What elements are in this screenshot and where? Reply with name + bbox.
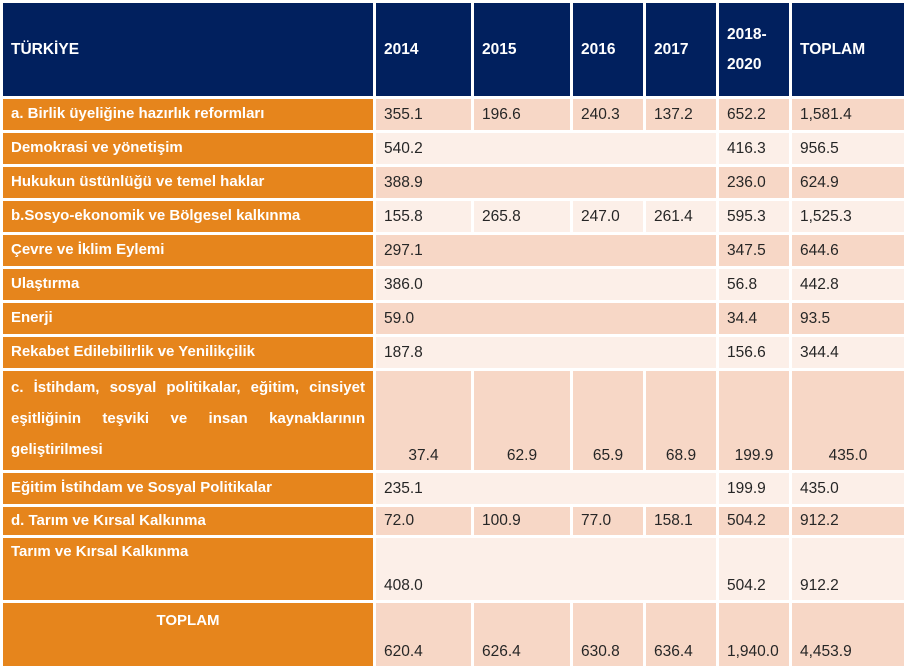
value-cell: 4,453.9 (792, 603, 904, 666)
value-cell: 65.9 (573, 371, 643, 470)
row-label: c. İstihdam, sosyal politikalar, eğitim,… (3, 371, 373, 470)
value-cell: 416.3 (719, 133, 789, 164)
header-cell-title: TÜRKİYE (3, 3, 373, 96)
value-cell: 347.5 (719, 235, 789, 266)
value-cell: 1,525.3 (792, 201, 904, 232)
table-header: TÜRKİYE 2014 2015 2016 2017 2018-2020 TO… (3, 3, 904, 96)
table-row: Eğitim İstihdam ve Sosyal Politikalar 235… (3, 473, 904, 504)
value-cell: 187.8 (376, 337, 716, 368)
value-cell: 261.4 (646, 201, 716, 232)
value-cell: 100.9 (474, 507, 570, 535)
row-label: Eğitim İstihdam ve Sosyal Politikalar (3, 473, 373, 504)
row-label: Hukukun üstünlüğü ve temel haklar (3, 167, 373, 198)
value-cell: 156.6 (719, 337, 789, 368)
header-cell-2017: 2017 (646, 3, 716, 96)
value-cell: 630.8 (573, 603, 643, 666)
header-row: TÜRKİYE 2014 2015 2016 2017 2018-2020 TO… (3, 3, 904, 96)
table-row: Enerji 59.0 34.4 93.5 (3, 303, 904, 334)
value-cell: 408.0 (376, 538, 716, 600)
value-cell: 236.0 (719, 167, 789, 198)
value-cell: 626.4 (474, 603, 570, 666)
value-cell: 442.8 (792, 269, 904, 300)
table-body: a. Birlik üyeliğine hazırlık reformları 3… (3, 99, 904, 666)
row-label: Rekabet Edilebilirlik ve Yenilikçilik (3, 337, 373, 368)
value-cell: 77.0 (573, 507, 643, 535)
row-label: Tarım ve Kırsal Kalkınma (3, 538, 373, 600)
value-cell: 137.2 (646, 99, 716, 130)
value-cell: 199.9 (719, 371, 789, 470)
value-cell: 59.0 (376, 303, 716, 334)
value-cell: 199.9 (719, 473, 789, 504)
value-cell: 636.4 (646, 603, 716, 666)
value-cell: 386.0 (376, 269, 716, 300)
value-cell: 240.3 (573, 99, 643, 130)
header-cell-2018-2020: 2018-2020 (719, 3, 789, 96)
value-cell: 624.9 (792, 167, 904, 198)
value-cell: 595.3 (719, 201, 789, 232)
value-cell: 34.4 (719, 303, 789, 334)
row-label: Demokrasi ve yönetişim (3, 133, 373, 164)
value-cell: 1,581.4 (792, 99, 904, 130)
value-cell: 265.8 (474, 201, 570, 232)
row-label: d. Tarım ve Kırsal Kalkınma (3, 507, 373, 535)
value-cell: 62.9 (474, 371, 570, 470)
header-cell-2014: 2014 (376, 3, 471, 96)
value-cell: 158.1 (646, 507, 716, 535)
value-cell: 652.2 (719, 99, 789, 130)
value-cell: 620.4 (376, 603, 471, 666)
value-cell: 37.4 (376, 371, 471, 470)
value-cell: 388.9 (376, 167, 716, 198)
row-label: Enerji (3, 303, 373, 334)
value-cell: 344.4 (792, 337, 904, 368)
value-cell: 235.1 (376, 473, 716, 504)
value-cell: 435.0 (792, 371, 904, 470)
value-cell: 956.5 (792, 133, 904, 164)
row-label: b.Sosyo-ekonomik ve Bölgesel kalkınma (3, 201, 373, 232)
table-row: Tarım ve Kırsal Kalkınma 408.0 504.2 912.2 (3, 538, 904, 600)
value-cell: 196.6 (474, 99, 570, 130)
row-label: Ulaştırma (3, 269, 373, 300)
value-cell: 1,940.0 (719, 603, 789, 666)
value-cell: 435.0 (792, 473, 904, 504)
value-cell: 72.0 (376, 507, 471, 535)
value-cell: 644.6 (792, 235, 904, 266)
value-cell: 355.1 (376, 99, 471, 130)
table-row: a. Birlik üyeliğine hazırlık reformları 3… (3, 99, 904, 130)
value-cell: 504.2 (719, 507, 789, 535)
table-row: Ulaştırma 386.0 56.8 442.8 (3, 269, 904, 300)
value-cell: 93.5 (792, 303, 904, 334)
table-row: d. Tarım ve Kırsal Kalkınma 72.0 100.9 77.0… (3, 507, 904, 535)
row-label: Çevre ve İklim Eylemi (3, 235, 373, 266)
value-cell: 68.9 (646, 371, 716, 470)
row-label: TOPLAM (3, 603, 373, 666)
table-row: TOPLAM 620.4 626.4 630.8 636.4 1,940.0 4,453.9 (3, 603, 904, 666)
value-cell: 912.2 (792, 507, 904, 535)
value-cell: 540.2 (376, 133, 716, 164)
row-label: a. Birlik üyeliğine hazırlık reformları (3, 99, 373, 130)
value-cell: 247.0 (573, 201, 643, 232)
header-cell-toplam: TOPLAM (792, 3, 904, 96)
table-row: Çevre ve İklim Eylemi 297.1 347.5 644.6 (3, 235, 904, 266)
table-row: Hukukun üstünlüğü ve temel haklar 388.9 23… (3, 167, 904, 198)
header-cell-2015: 2015 (474, 3, 570, 96)
table-row: c. İstihdam, sosyal politikalar, eğitim,… (3, 371, 904, 470)
table-row: Demokrasi ve yönetişim 540.2 416.3 956.5 (3, 133, 904, 164)
value-cell: 912.2 (792, 538, 904, 600)
value-cell: 155.8 (376, 201, 471, 232)
value-cell: 56.8 (719, 269, 789, 300)
header-cell-2016: 2016 (573, 3, 643, 96)
table-row: b.Sosyo-ekonomik ve Bölgesel kalkınma 155… (3, 201, 904, 232)
value-cell: 504.2 (719, 538, 789, 600)
table-row: Rekabet Edilebilirlik ve Yenilikçilik 187… (3, 337, 904, 368)
value-cell: 297.1 (376, 235, 716, 266)
